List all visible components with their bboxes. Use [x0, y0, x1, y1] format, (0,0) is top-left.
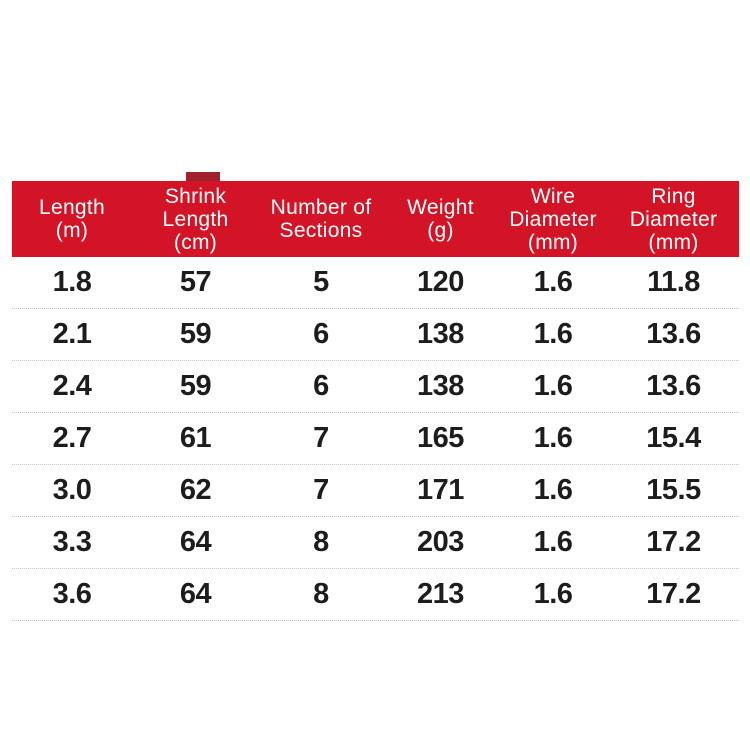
table-cell: 213 [417, 578, 464, 610]
table-cell: 1.6 [533, 266, 573, 298]
table-cell: 203 [417, 526, 464, 558]
table-cell: 3.3 [52, 526, 92, 558]
table-cell: 138 [417, 318, 464, 350]
table-cell: 7 [313, 474, 329, 506]
table-header: Length (m) Shrink Length (cm) Number of … [12, 181, 739, 257]
header-line: (cm) [173, 230, 218, 254]
spec-table: Length (m) Shrink Length (cm) Number of … [12, 181, 739, 621]
header-line: Length [162, 207, 229, 231]
header-line: Diameter [629, 207, 718, 231]
table-cell: 2.1 [52, 318, 92, 350]
header-cell-ring-diameter: Ring Diameter (mm) [608, 181, 739, 257]
table-cell: 64 [179, 578, 212, 610]
header-line: (mm) [648, 230, 699, 254]
header-line: Diameter [509, 207, 597, 231]
table-cell: 15.4 [646, 422, 701, 454]
header-cell-number-of-sections: Number of Sections [259, 181, 383, 257]
table-cell: 1.6 [533, 474, 573, 506]
table-cell: 5 [313, 266, 329, 298]
table-cell: 165 [417, 422, 464, 454]
table-cell: 11.8 [647, 266, 700, 298]
table-cell: 6 [313, 370, 329, 402]
header-line: Ring [651, 184, 696, 208]
header-line: (m) [55, 219, 89, 242]
header-cell-wire-diameter: Wire Diameter (mm) [498, 181, 608, 257]
header-line: Sections [279, 219, 363, 242]
header-cell-weight: Weight (g) [383, 181, 498, 257]
table-cell: 1.6 [533, 526, 573, 558]
table-cell: 64 [179, 526, 212, 558]
table-cell: 13.6 [646, 370, 701, 402]
table-cell: 1.8 [52, 266, 92, 298]
table-row: 2.4 59 6 138 1.6 13.6 [12, 361, 739, 413]
header-line: Wire [530, 184, 576, 208]
table-cell: 171 [417, 474, 464, 506]
header-cell-length: Length (m) [12, 181, 132, 257]
table-cell: 8 [313, 526, 329, 558]
table-body: 1.8 57 5 120 1.6 11.8 2.1 59 6 138 1.6 1… [12, 257, 739, 621]
table-row: 2.1 59 6 138 1.6 13.6 [12, 309, 739, 361]
table-cell: 59 [179, 318, 212, 350]
table-cell: 1.6 [533, 578, 573, 610]
table-cell: 61 [179, 422, 212, 454]
table-cell: 7 [313, 422, 329, 454]
header-cell-shrink-length: Shrink Length (cm) [132, 181, 259, 257]
header-line: Number of [270, 196, 372, 219]
header-line: Length [38, 196, 106, 219]
header-line: Shrink [164, 184, 227, 208]
table-cell: 1.6 [533, 370, 573, 402]
table-cell: 1.6 [533, 318, 573, 350]
table-row: 3.3 64 8 203 1.6 17.2 [12, 517, 739, 569]
table-row: 2.7 61 7 165 1.6 15.4 [12, 413, 739, 465]
table-cell: 3.6 [52, 578, 92, 610]
table-cell: 138 [417, 370, 464, 402]
table-cell: 6 [313, 318, 329, 350]
table-cell: 1.6 [533, 422, 573, 454]
table-cell: 17.2 [646, 578, 701, 610]
table-row: 1.8 57 5 120 1.6 11.8 [12, 257, 739, 309]
header-line: (g) [427, 219, 454, 242]
table-cell: 3.0 [52, 474, 92, 506]
table-cell: 13.6 [646, 318, 701, 350]
table-cell: 57 [179, 266, 212, 298]
header-line: Weight [407, 196, 474, 219]
table-cell: 2.4 [52, 370, 92, 402]
table-cell: 15.5 [646, 474, 701, 506]
table-cell: 59 [179, 370, 212, 402]
table-cell: 17.2 [646, 526, 701, 558]
table-cell: 8 [313, 578, 329, 610]
table-row: 3.0 62 7 171 1.6 15.5 [12, 465, 739, 517]
table-cell: 120 [417, 266, 464, 298]
header-line: (mm) [527, 230, 579, 254]
table-cell: 62 [179, 474, 212, 506]
table-cell: 2.7 [52, 422, 92, 454]
table-row: 3.6 64 8 213 1.6 17.2 [12, 569, 739, 621]
